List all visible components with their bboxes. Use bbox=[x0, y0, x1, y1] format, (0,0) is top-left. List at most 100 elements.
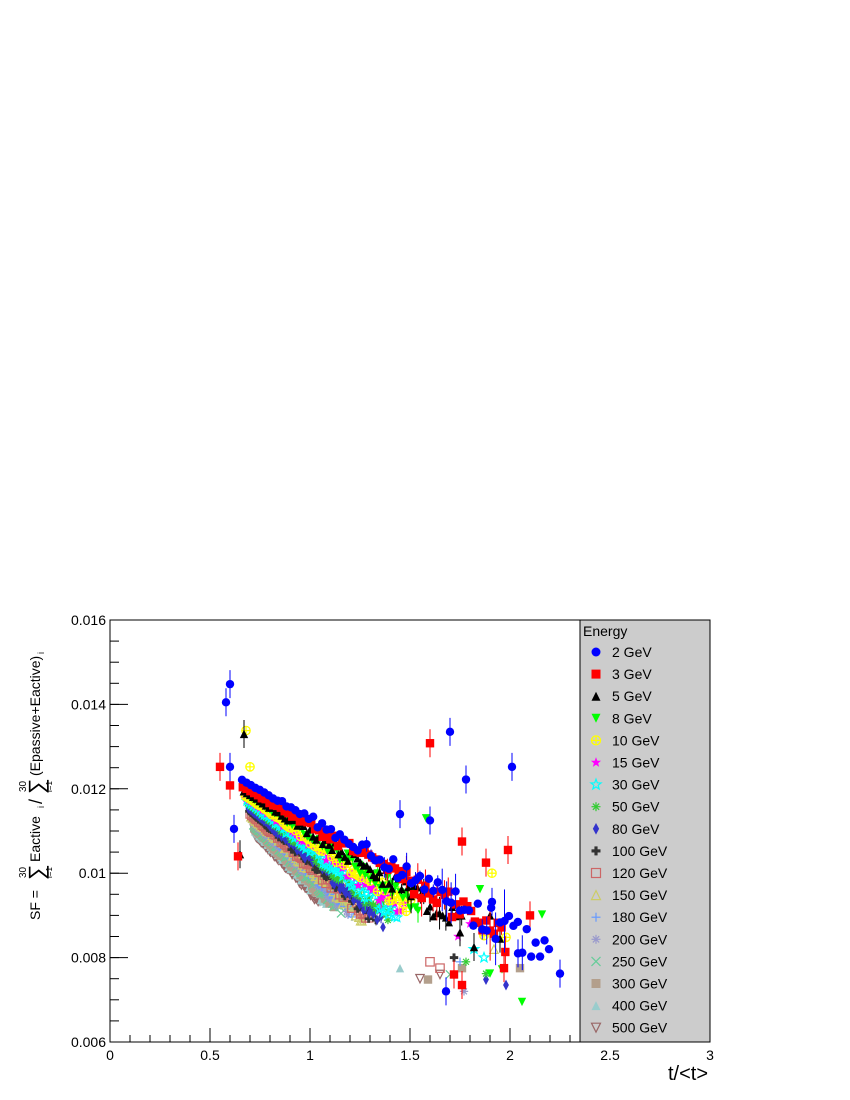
axes-layer: 0 0.5 1 1.5 2 2.5 3 0.006 0.008 0.01 0.012 0.014 0.0… bbox=[71, 612, 714, 1063]
data-point bbox=[225, 762, 235, 772]
legend-marker bbox=[591, 669, 601, 679]
data-point bbox=[318, 832, 327, 842]
data-point bbox=[449, 970, 459, 979]
data-point bbox=[309, 857, 316, 868]
data-point bbox=[343, 856, 352, 865]
legend-label: 3 GeV bbox=[612, 666, 652, 682]
data-point bbox=[421, 814, 431, 823]
data-point bbox=[517, 997, 527, 1007]
data-point bbox=[347, 889, 353, 901]
data-point bbox=[441, 913, 450, 922]
legend-label: 10 GeV bbox=[612, 732, 660, 748]
data-point bbox=[336, 908, 346, 918]
legend-marker bbox=[591, 713, 601, 723]
legend-label: 30 GeV bbox=[612, 777, 660, 793]
legend-entry: 300 GeV bbox=[591, 976, 668, 992]
data-point bbox=[263, 816, 269, 828]
data-point bbox=[461, 775, 471, 784]
legend-entry: 10 GeV bbox=[590, 732, 660, 748]
data-point bbox=[527, 952, 536, 961]
data-point bbox=[507, 762, 517, 772]
data-point bbox=[513, 949, 523, 958]
data-point bbox=[425, 889, 434, 898]
data-point bbox=[503, 979, 509, 991]
data-point bbox=[503, 845, 513, 855]
data-point bbox=[489, 929, 499, 938]
legend-label: 80 GeV bbox=[612, 821, 660, 837]
data-point bbox=[378, 879, 387, 888]
data-point bbox=[544, 944, 554, 954]
data-point bbox=[388, 884, 397, 893]
data-point bbox=[308, 852, 314, 863]
legend-marker bbox=[591, 956, 601, 967]
x-tick-label: 3 bbox=[706, 1047, 714, 1063]
x-axis-title: t/<t> bbox=[668, 1063, 708, 1085]
data-point bbox=[441, 987, 451, 996]
legend-marker bbox=[590, 757, 602, 767]
data-point bbox=[322, 873, 331, 882]
data-point bbox=[497, 923, 506, 932]
data-point bbox=[477, 950, 491, 964]
data-point bbox=[417, 893, 426, 903]
data-point bbox=[469, 921, 478, 930]
data-point bbox=[221, 698, 231, 707]
legend-marker bbox=[592, 822, 600, 835]
y-tick-label: 0.006 bbox=[71, 1034, 106, 1050]
data-point bbox=[378, 891, 388, 900]
y-title-den-sigma: ∑ bbox=[24, 778, 49, 794]
data-point bbox=[341, 885, 347, 896]
data-point bbox=[369, 881, 379, 891]
data-point bbox=[215, 762, 225, 772]
data-point bbox=[328, 845, 337, 854]
data-point bbox=[414, 906, 422, 915]
legend-entry: 400 GeV bbox=[591, 998, 668, 1014]
data-point bbox=[445, 727, 455, 737]
data-point bbox=[374, 914, 380, 926]
data-point bbox=[317, 819, 327, 828]
data-point bbox=[380, 921, 386, 933]
legend-label: 250 GeV bbox=[612, 953, 668, 969]
legend-title: Energy bbox=[583, 623, 627, 639]
data-point bbox=[308, 812, 318, 821]
legend-label: 300 GeV bbox=[612, 976, 668, 992]
y-tick-label: 0.016 bbox=[71, 612, 106, 628]
data-point bbox=[531, 938, 540, 947]
data-point bbox=[438, 885, 447, 895]
x-tick-label: 2.5 bbox=[600, 1047, 620, 1063]
legend-marker bbox=[590, 867, 602, 879]
data-point bbox=[298, 846, 304, 858]
data-point bbox=[384, 864, 394, 873]
data-point bbox=[355, 886, 369, 898]
data-point bbox=[343, 888, 349, 899]
data-point bbox=[447, 912, 457, 922]
data-point bbox=[389, 855, 398, 864]
data-point bbox=[340, 852, 349, 861]
data-point bbox=[300, 850, 306, 861]
data-point bbox=[435, 963, 445, 973]
data-point bbox=[445, 918, 454, 927]
data-point bbox=[337, 847, 346, 856]
data-point bbox=[482, 926, 491, 935]
data-point bbox=[487, 897, 497, 907]
data-point bbox=[293, 821, 302, 830]
legend-label: 400 GeV bbox=[612, 998, 668, 1014]
data-point bbox=[535, 952, 545, 961]
y-tick-label: 0.012 bbox=[71, 781, 106, 797]
data-point bbox=[409, 890, 419, 899]
legend-entry: 80 GeV bbox=[592, 821, 660, 837]
data-point bbox=[376, 893, 386, 902]
data-point bbox=[501, 932, 511, 943]
data-point bbox=[307, 818, 316, 828]
data-point bbox=[303, 840, 313, 850]
data-point bbox=[289, 828, 299, 838]
data-point bbox=[513, 917, 523, 927]
legend-entry: 50 GeV bbox=[591, 799, 660, 815]
data-point bbox=[395, 809, 405, 819]
legend-entry: 15 GeV bbox=[590, 755, 660, 771]
legend-entry: 500 GeV bbox=[590, 1020, 668, 1036]
data-point bbox=[302, 853, 308, 864]
y-title-den-term: (Epassive+Eactive) bbox=[27, 656, 43, 776]
y-title-num-sigma: ∑ bbox=[24, 864, 49, 880]
data-point bbox=[397, 905, 407, 914]
legend-entry: 120 GeV bbox=[590, 865, 668, 881]
